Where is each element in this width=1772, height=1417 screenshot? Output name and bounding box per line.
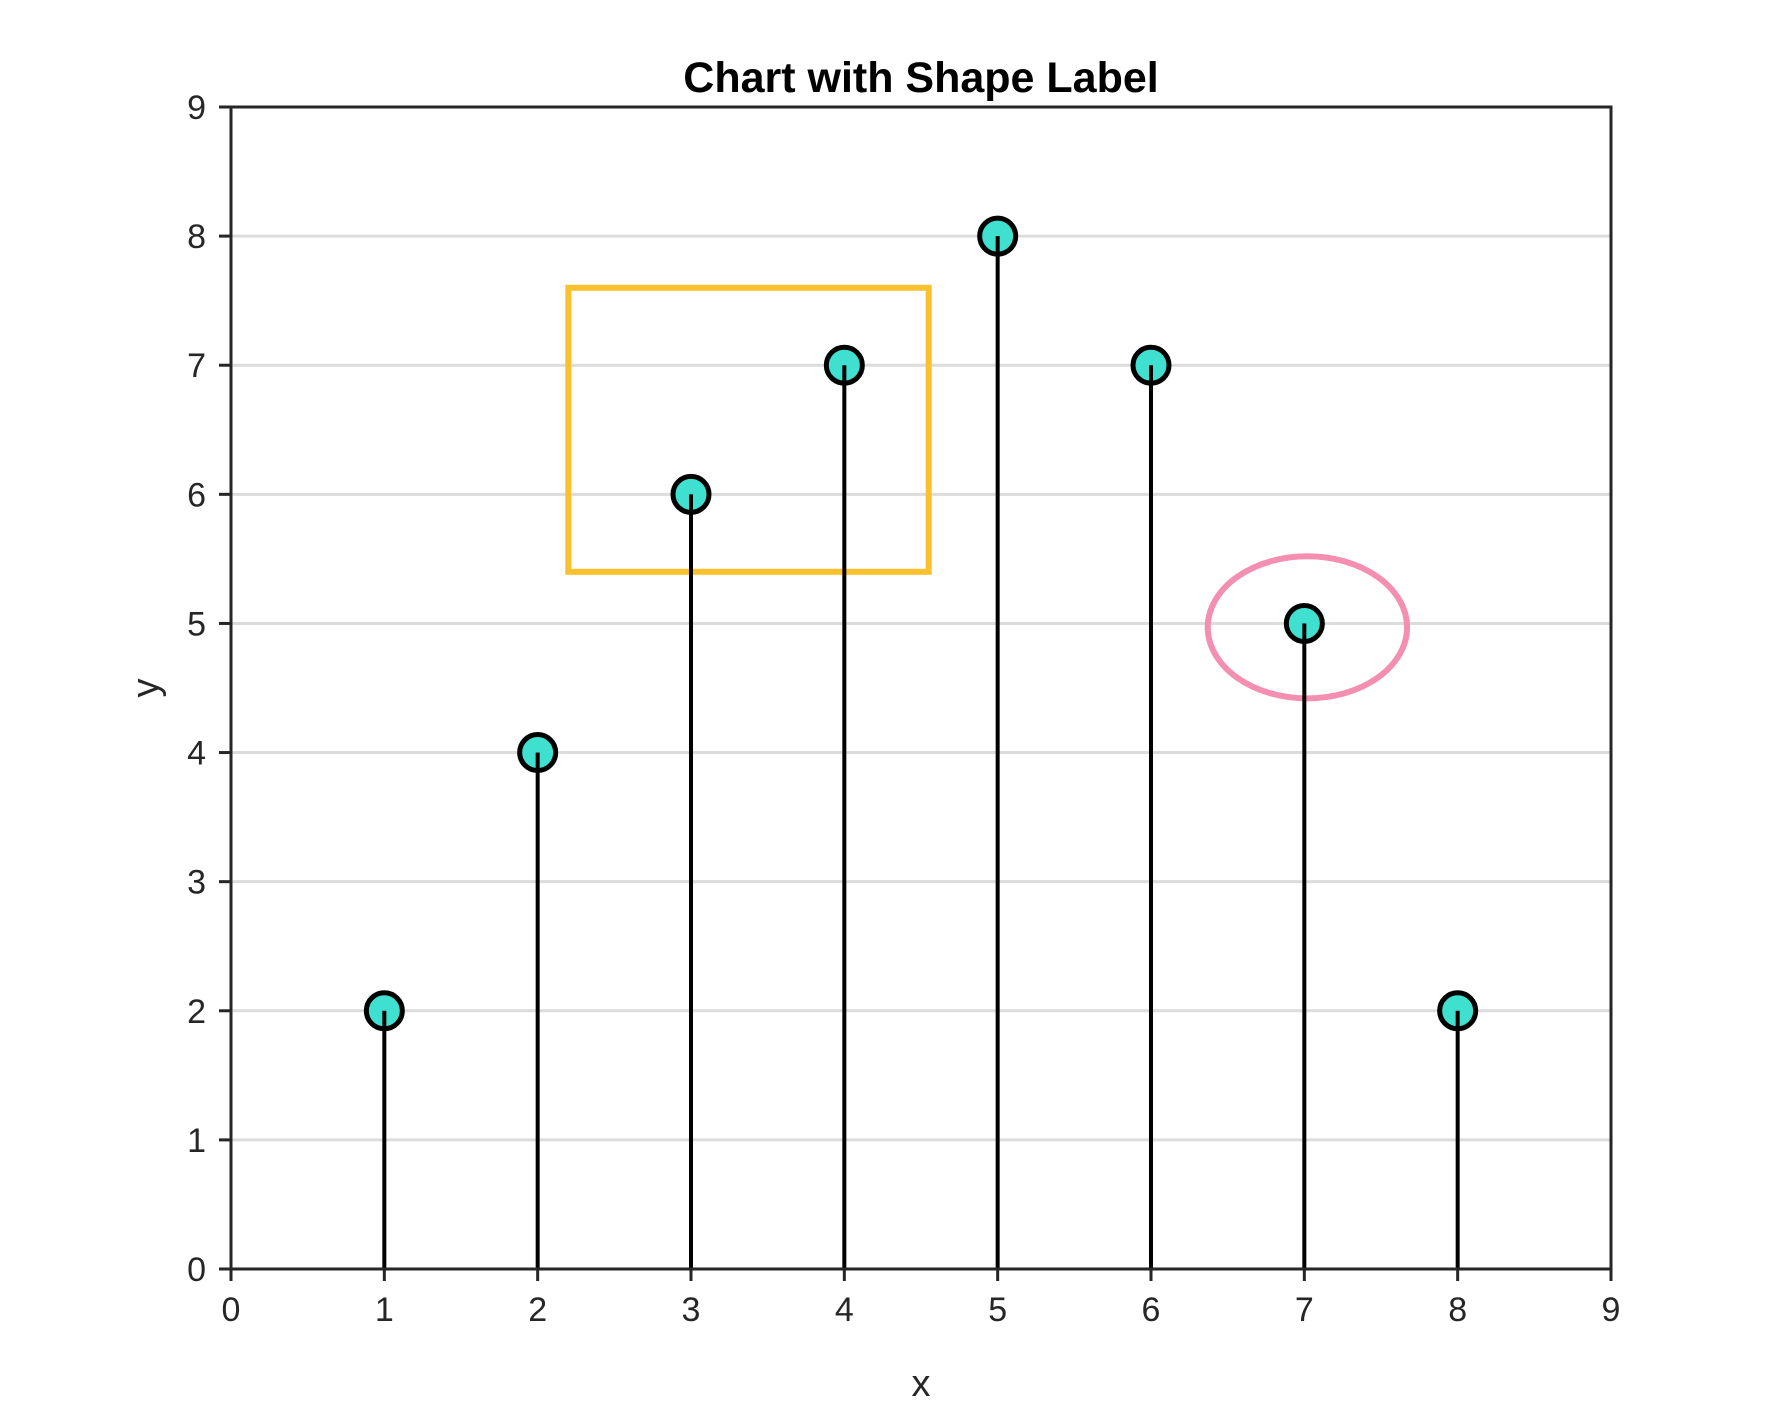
annotation-rectangle [565,284,932,575]
y-axis-label: y [125,679,167,698]
chart-title: Chart with Shape Label [683,54,1158,102]
x-tick-label-8: 8 [1448,1291,1467,1329]
y-tick-label-8: 8 [187,218,206,256]
y-tick-label-7: 7 [187,347,206,385]
y-tick-label-2: 2 [187,993,206,1031]
x-tick-label-7: 7 [1295,1291,1314,1329]
gridlines [231,234,1611,1142]
y-tick-label-5: 5 [187,605,206,643]
x-tick-label-0: 0 [222,1291,241,1329]
x-axis-label: x [912,1363,931,1405]
annotation-ellipse [1204,553,1411,702]
plot-frame [229,105,1613,1271]
y-tick-label-1: 1 [187,1122,206,1160]
x-tick-label-3: 3 [682,1291,701,1329]
x-tick-label-1: 1 [375,1291,394,1329]
x-tick-label-2: 2 [528,1291,547,1329]
x-tick-label-9: 9 [1602,1291,1621,1329]
stems [382,236,1460,1269]
x-tick-label-4: 4 [835,1291,854,1329]
y-tick-label-9: 9 [187,89,206,127]
x-tick-label-5: 5 [988,1291,1007,1329]
x-ticks: 0 1 2 3 4 5 6 7 8 9 [222,1269,1621,1329]
y-tick-label-3: 3 [187,864,206,902]
y-tick-label-6: 6 [187,476,206,514]
annotations [565,284,1411,702]
markers [363,215,1479,1032]
x-tick-label-6: 6 [1142,1291,1161,1329]
y-ticks: 0 1 2 3 4 5 6 7 8 9 [187,89,231,1289]
y-tick-label-0: 0 [187,1251,206,1289]
y-tick-label-4: 4 [187,735,206,773]
